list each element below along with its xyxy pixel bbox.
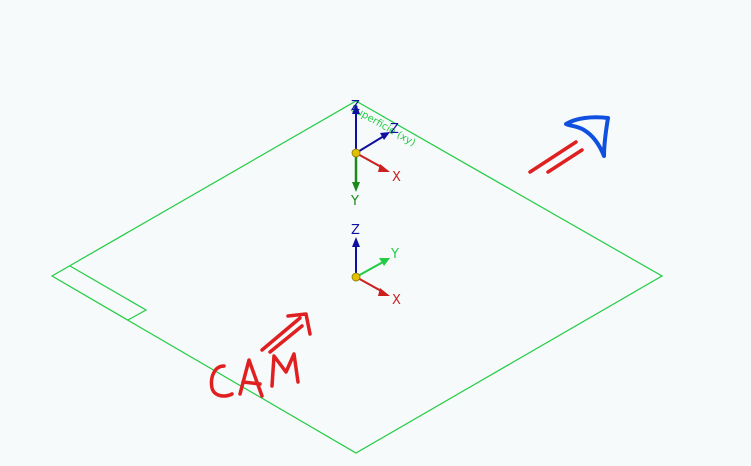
y-axis-arrowhead	[379, 258, 390, 266]
z-axis-arrowhead	[352, 237, 360, 247]
plane-surface[interactable]	[50, 100, 664, 454]
plane-outline[interactable]	[50, 100, 664, 454]
x-axis-line	[355, 152, 384, 169]
z-axis-arrowhead	[352, 104, 360, 114]
x-axis-arrowhead	[378, 288, 390, 296]
hand-drawn-arrow-icon	[260, 312, 312, 354]
hand-drawn-arrow-icon	[528, 140, 584, 174]
y-axis-line	[355, 261, 384, 278]
y-axis-secondary-arrowhead	[380, 132, 390, 140]
x-axis-line	[355, 276, 384, 293]
x-axis-arrowhead	[378, 164, 390, 172]
triad-origin[interactable]: Z Y X	[351, 223, 401, 308]
secondary-axis-label: Z	[390, 122, 399, 137]
plane-corner-marker	[69, 265, 148, 321]
x-axis-label: X	[392, 170, 401, 185]
handwritten-cam-annotation	[209, 352, 300, 398]
z-axis-label: Z	[351, 223, 360, 238]
z-axis-label: Z	[351, 99, 360, 114]
triad-top[interactable]: Z Z Y X	[350, 99, 401, 209]
handwritten-letter-c	[209, 364, 234, 398]
y-axis-arrowhead	[352, 182, 360, 192]
handwritten-letter-a	[238, 358, 264, 398]
hand-drawn-arrow-icon	[564, 115, 610, 158]
origin-point[interactable]	[351, 272, 361, 282]
handwritten-letter-a-crossbar	[241, 380, 262, 386]
y-axis-label: Y	[350, 194, 359, 209]
origin-point[interactable]	[351, 148, 361, 158]
y-axis-secondary-line	[355, 135, 385, 154]
x-axis-label: X	[392, 293, 401, 308]
y-axis-label: Y	[390, 247, 399, 262]
handwritten-letter-m	[270, 352, 300, 388]
